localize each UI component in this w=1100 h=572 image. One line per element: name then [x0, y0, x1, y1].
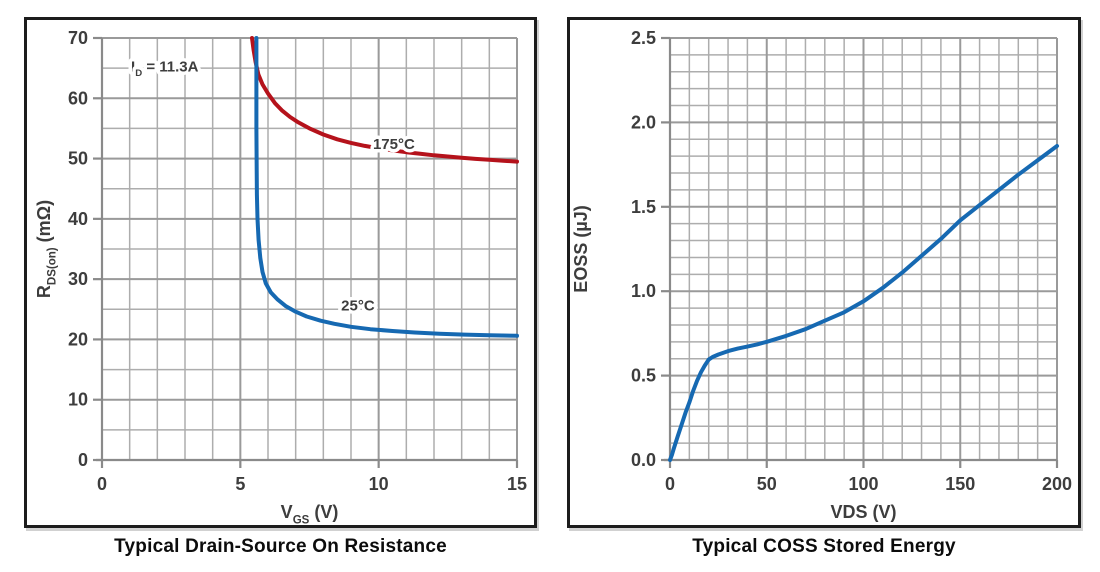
- drain-current-annotation: ID = 11.3A: [131, 58, 199, 79]
- svg-text:10: 10: [369, 474, 389, 494]
- grid-major: [101, 37, 518, 461]
- svg-text:70: 70: [68, 28, 88, 48]
- svg-text:1.0: 1.0: [631, 281, 656, 301]
- tick-marks: [93, 36, 519, 468]
- rdson-chart-svg: 0 5 10 15 0 10 20 30 40 50 60 70 VGS (V) RDS(on) (mΩ)…: [34, 28, 527, 526]
- series-25-c-curve: [254, 36, 519, 338]
- axes: [96, 38, 517, 462]
- y-axis-label: EOSS (µJ): [571, 205, 591, 292]
- svg-text:200: 200: [1042, 474, 1072, 494]
- svg-text:20: 20: [68, 329, 88, 349]
- svg-text:150: 150: [945, 474, 975, 494]
- y-axis-label: RDS(on) (mΩ): [34, 200, 58, 298]
- tick-labels: 0 5 10 15 0 10 20 30 40 50 60 70: [68, 28, 527, 494]
- axes: [664, 38, 1057, 462]
- series-175-c-curve: [250, 36, 519, 164]
- svg-text:10: 10: [68, 390, 88, 410]
- rdson-chart-title: Typical Drain-Source On Resistance: [114, 536, 447, 557]
- curve-label: 25°C: [341, 298, 375, 315]
- svg-text:0: 0: [97, 474, 107, 494]
- series-eoss-curve: [668, 144, 1059, 462]
- svg-text:30: 30: [68, 269, 88, 289]
- svg-text:0: 0: [78, 450, 88, 470]
- svg-text:100: 100: [848, 474, 878, 494]
- grid-minor: [101, 37, 518, 461]
- axis-labels: VGS (V) RDS(on) (mΩ): [34, 200, 338, 526]
- svg-text:15: 15: [507, 474, 527, 494]
- x-axis-label: VGS (V): [281, 502, 339, 526]
- curve-label: 175°C: [373, 136, 415, 153]
- svg-text:50: 50: [68, 149, 88, 169]
- tick-marks: [661, 36, 1059, 468]
- svg-text:1.5: 1.5: [631, 197, 656, 217]
- svg-text:2.5: 2.5: [631, 28, 656, 48]
- svg-text:60: 60: [68, 88, 88, 108]
- axis-labels: VDS (V) EOSS (µJ): [571, 205, 897, 522]
- rdson-chart-panel: 0 5 10 15 0 10 20 30 40 50 60 70 VGS (V) RDS(on) (mΩ)…: [24, 17, 537, 528]
- coss-chart-svg: 0 50 100 150 200 0.0 0.5 1.0 1.5 2.0 2.5 VDS (V) EOS…: [571, 28, 1072, 522]
- svg-text:0: 0: [665, 474, 675, 494]
- svg-text:2.0: 2.0: [631, 112, 656, 132]
- coss-chart-title: Typical COSS Stored Energy: [692, 536, 956, 557]
- svg-text:0.0: 0.0: [631, 450, 656, 470]
- svg-text:50: 50: [757, 474, 777, 494]
- curve-labels: 175°C 25°C ID = 11.3A: [128, 55, 419, 318]
- svg-text:0.5: 0.5: [631, 366, 656, 386]
- svg-text:5: 5: [235, 474, 245, 494]
- tick-labels: 0 50 100 150 200 0.0 0.5 1.0 1.5 2.0 2.5: [631, 28, 1072, 494]
- coss-chart-panel: 0 50 100 150 200 0.0 0.5 1.0 1.5 2.0 2.5 VDS (V) EOS…: [567, 17, 1081, 528]
- x-axis-label: VDS (V): [830, 502, 896, 522]
- svg-text:40: 40: [68, 209, 88, 229]
